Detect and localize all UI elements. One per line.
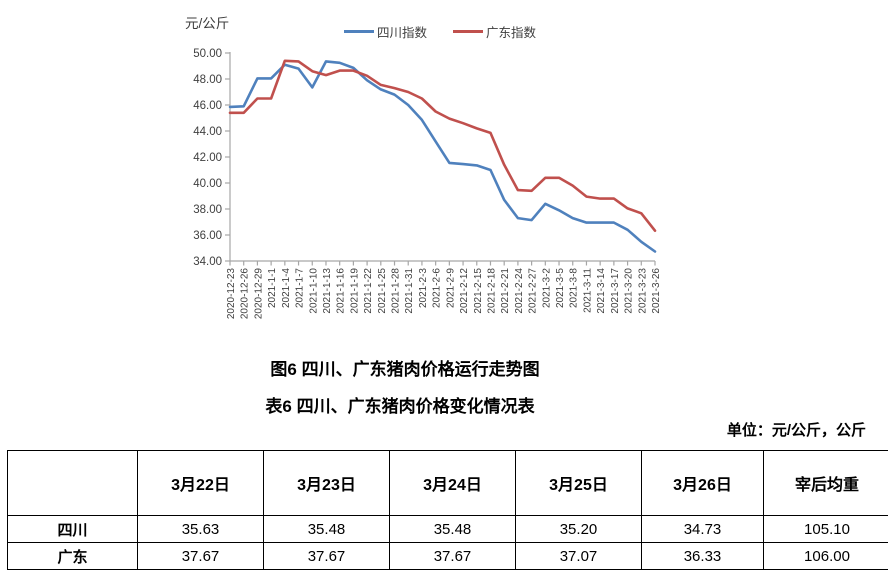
x-tick-label: 2021-1-4 [281, 268, 292, 308]
table-row-sichuan: 四川 35.63 35.48 35.48 35.20 34.73 105.10 [7, 515, 888, 543]
y-tick-label: 38.00 [193, 204, 222, 216]
x-tick-label: 2021-2-3 [418, 268, 429, 308]
x-tick-label: 2021-2-27 [528, 268, 539, 314]
table-header-empty [7, 450, 138, 516]
x-tick-label: 2021-2-6 [432, 268, 443, 308]
table-cell: 37.67 [137, 542, 264, 570]
price-table: 3月22日 3月23日 3月24日 3月25日 3月26日 宰后均重 四川 35… [7, 450, 888, 570]
table-header-mar26: 3月26日 [641, 450, 764, 516]
sichuan-line-swatch-icon [344, 30, 374, 33]
table-header-mar23: 3月23日 [263, 450, 390, 516]
guangdong-line-swatch-icon [453, 30, 484, 33]
x-tick-label: 2021-2-9 [445, 268, 456, 308]
y-axis-unit-label: 元/公斤 [185, 16, 230, 31]
x-tick-label: 2021-3-17 [610, 268, 621, 314]
x-tick-label: 2021-1-25 [377, 268, 388, 314]
x-tick-label: 2021-3-20 [624, 268, 635, 314]
y-tick-label: 42.00 [193, 152, 222, 164]
row-label-guangdong: 广东 [7, 542, 138, 570]
y-tick-label: 48.00 [193, 74, 222, 86]
y-tick-label: 46.00 [193, 100, 222, 112]
x-tick-label: 2021-1-13 [322, 268, 333, 314]
table-cell: 35.63 [137, 515, 264, 543]
legend-label-guangdong: 广东指数 [486, 26, 537, 40]
legend-label-sichuan: 四川指数 [377, 26, 428, 40]
y-tick-label: 34.00 [193, 256, 222, 268]
table-cell: 106.00 [763, 542, 888, 570]
x-tick-label: 2020-12-29 [253, 268, 264, 320]
x-tick-label: 2021-1-19 [349, 268, 360, 314]
x-tick-label: 2021-1-10 [308, 268, 319, 314]
x-tick-label: 2021-3-11 [582, 268, 593, 313]
x-tick-label: 2021-2-18 [486, 268, 497, 314]
table-cell: 34.73 [641, 515, 764, 543]
table-header-avg-weight: 宰后均重 [763, 450, 888, 516]
x-tick-label: 2021-3-2 [541, 268, 552, 308]
price-trend-line-chart: 34.00 36.00 38.00 40.00 42.00 44.00 46.00 48.00… [193, 48, 662, 320]
table-cell: 35.48 [389, 515, 516, 543]
x-tick-label: 2021-2-15 [473, 268, 484, 314]
x-tick-label: 2021-3-26 [651, 268, 662, 314]
x-tick-label: 2021-3-14 [596, 268, 607, 314]
y-tick-label: 36.00 [193, 230, 222, 242]
figure-caption: 图6 四川、广东猪肉价格运行走势图 [270, 360, 540, 379]
table-cell: 35.20 [515, 515, 642, 543]
x-tick-label: 2021-1-22 [363, 268, 374, 314]
legend-item-sichuan: 四川指数 [344, 22, 427, 41]
x-tick-label: 2021-2-24 [514, 268, 525, 314]
legend-item-guangdong: 广东指数 [453, 22, 536, 41]
x-tick-label: 2020-12-26 [240, 268, 251, 320]
x-tick-label: 2021-1-31 [404, 268, 415, 314]
table-header-mar25: 3月25日 [515, 450, 642, 516]
x-tick-label: 2021-3-23 [637, 268, 648, 314]
x-tick-label: 2021-2-12 [459, 268, 470, 314]
table-header-row: 3月22日 3月23日 3月24日 3月25日 3月26日 宰后均重 [7, 450, 888, 516]
table-caption: 表6 四川、广东猪肉价格变化情况表 [265, 397, 535, 416]
series-line-0 [228, 60, 657, 253]
x-tick-label: 2020-12-23 [226, 268, 237, 320]
x-tick-label: 2021-3-5 [555, 268, 566, 308]
chart-legend: 四川指数 广东指数 [344, 22, 536, 41]
table-cell: 35.48 [263, 515, 390, 543]
y-tick-label: 40.00 [193, 178, 222, 190]
table-header-mar24: 3月24日 [389, 450, 516, 516]
unit-note: 单位：元/公斤，公斤 [726, 422, 866, 439]
table-cell: 37.07 [515, 542, 642, 570]
row-label-sichuan: 四川 [7, 515, 138, 543]
x-tick-label: 2021-2-21 [500, 268, 511, 314]
series-line-1 [228, 59, 657, 232]
y-tick-label: 50.00 [193, 48, 222, 60]
table-header-mar22: 3月22日 [137, 450, 264, 516]
table-cell: 36.33 [641, 542, 764, 570]
table-cell: 37.67 [263, 542, 390, 570]
x-tick-label: 2021-1-16 [336, 268, 347, 314]
x-tick-label: 2021-1-7 [295, 268, 306, 308]
table-row-guangdong: 广东 37.67 37.67 37.67 37.07 36.33 106.00 [7, 542, 888, 570]
x-tick-label: 2021-1-1 [267, 268, 278, 308]
y-tick-label: 44.00 [193, 126, 222, 138]
table-cell: 105.10 [763, 515, 888, 543]
table-cell: 37.67 [389, 542, 516, 570]
x-tick-label: 2021-1-28 [391, 268, 402, 314]
x-tick-label: 2021-3-8 [569, 268, 580, 308]
